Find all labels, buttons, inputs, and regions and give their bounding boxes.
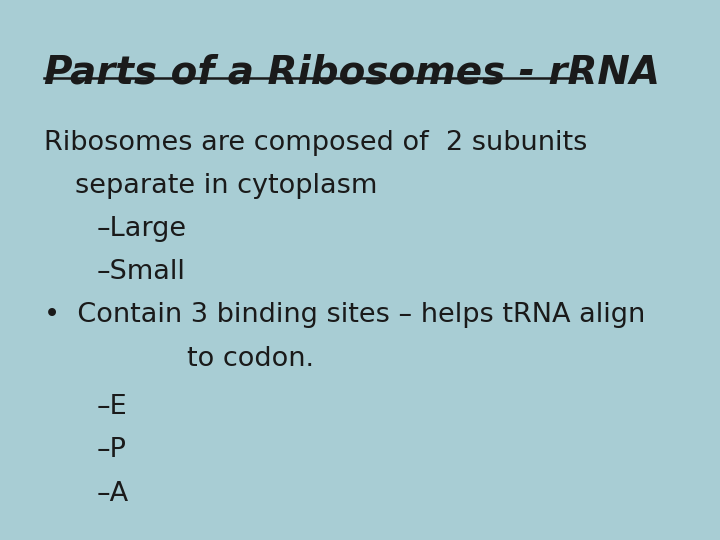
Text: Parts of a Ribosomes - rRNA: Parts of a Ribosomes - rRNA — [44, 54, 660, 92]
Text: Ribosomes are composed of  2 subunits: Ribosomes are composed of 2 subunits — [44, 130, 587, 156]
Text: –A: –A — [96, 481, 129, 507]
Text: –P: –P — [96, 437, 127, 463]
Text: separate in cytoplasm: separate in cytoplasm — [75, 173, 377, 199]
Text: to codon.: to codon. — [187, 346, 314, 372]
Text: –Large: –Large — [96, 216, 186, 242]
Text: –Small: –Small — [96, 259, 186, 285]
Text: –E: –E — [96, 394, 127, 420]
Text: •  Contain 3 binding sites – helps tRNA align: • Contain 3 binding sites – helps tRNA a… — [44, 302, 645, 328]
